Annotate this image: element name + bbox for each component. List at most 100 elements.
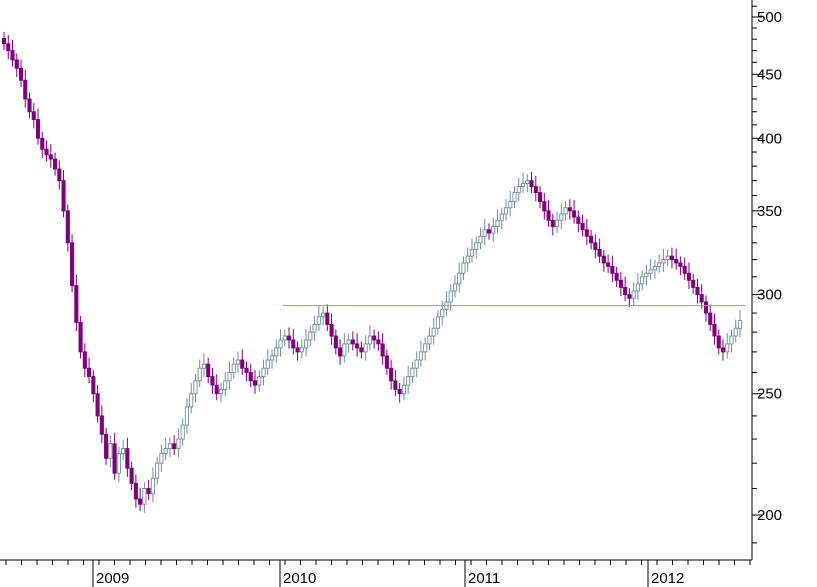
y-tick-label: 500 bbox=[757, 9, 782, 26]
candle-body-down bbox=[695, 286, 700, 296]
candle-body-up bbox=[223, 380, 228, 390]
candle-body-down bbox=[572, 210, 577, 218]
candle-body-down bbox=[146, 488, 151, 495]
candle-body-down bbox=[291, 339, 296, 349]
candle-body-down bbox=[129, 467, 134, 484]
candle-body-up bbox=[555, 219, 560, 228]
candle-body-down bbox=[252, 380, 258, 386]
candle-body-up bbox=[729, 335, 734, 345]
candle-body-down bbox=[325, 312, 330, 325]
candle-body-up bbox=[150, 477, 155, 495]
candle-body-up bbox=[474, 242, 479, 250]
candle-body-up bbox=[423, 343, 428, 353]
candle-body-down bbox=[91, 376, 96, 395]
candle-body-up bbox=[363, 343, 368, 353]
candle-body-up bbox=[304, 339, 309, 349]
candle-body-up bbox=[184, 406, 189, 426]
candle-body-up bbox=[440, 308, 445, 318]
candle-body-up bbox=[737, 320, 743, 329]
candle-body-up bbox=[261, 367, 266, 378]
candle-body-up bbox=[410, 367, 415, 378]
x-year-label: 2012 bbox=[651, 570, 684, 587]
candle-body-down bbox=[601, 255, 606, 264]
candle-body-down bbox=[669, 255, 674, 261]
candle-body-down bbox=[606, 262, 611, 267]
candle-body-down bbox=[350, 339, 355, 345]
candle-body-up bbox=[525, 180, 530, 185]
candle-body-down bbox=[78, 322, 83, 353]
y-tick-label: 350 bbox=[757, 203, 782, 220]
candle-body-up bbox=[725, 343, 730, 353]
candle-body-up bbox=[406, 376, 411, 386]
candle-body-down bbox=[65, 210, 70, 244]
candle-body-down bbox=[295, 347, 300, 353]
candle-body-up bbox=[452, 283, 458, 292]
candle-body-up bbox=[478, 235, 483, 244]
candle-body-down bbox=[286, 335, 292, 341]
candle-body-down bbox=[31, 111, 36, 121]
y-tick-label: 400 bbox=[757, 130, 782, 147]
candle-body-up bbox=[346, 339, 351, 345]
candle-body-up bbox=[661, 259, 666, 264]
candle-body-up bbox=[167, 443, 172, 450]
candle-body-down bbox=[529, 180, 534, 188]
candle-body-down bbox=[691, 279, 696, 288]
candle-body-up bbox=[648, 269, 653, 274]
candle-body-up bbox=[265, 359, 270, 369]
candle-body-up bbox=[495, 219, 500, 228]
candle-body-down bbox=[10, 50, 15, 61]
candle-body-down bbox=[589, 235, 594, 244]
candle-body-down bbox=[95, 393, 100, 417]
candle-body-up bbox=[201, 363, 207, 369]
candle-body-up bbox=[121, 448, 126, 454]
candle-body-down bbox=[614, 272, 619, 281]
candle-body-down bbox=[57, 168, 62, 182]
x-year-label: 2009 bbox=[96, 570, 129, 587]
candle-body-down bbox=[618, 279, 623, 288]
candle-body-down bbox=[567, 207, 572, 212]
candle-body-down bbox=[333, 335, 338, 349]
candles-group bbox=[1, 31, 743, 514]
x-axis: 2009 2010 2011 2012 bbox=[0, 559, 752, 587]
candle-body-down bbox=[27, 98, 32, 113]
candle-body-down bbox=[682, 265, 687, 274]
candle-body-up bbox=[180, 424, 185, 440]
candle-body-down bbox=[542, 201, 547, 212]
candle-body-down bbox=[61, 180, 66, 212]
candle-body-down bbox=[610, 265, 615, 274]
candle-body-down bbox=[240, 359, 245, 369]
candle-body-down bbox=[593, 242, 598, 250]
candle-body-down bbox=[699, 294, 704, 303]
candle-body-down bbox=[397, 388, 402, 395]
candle-body-up bbox=[635, 283, 640, 292]
candle-body-down bbox=[70, 242, 75, 287]
candle-body-down bbox=[537, 192, 543, 203]
candle-body-down bbox=[389, 367, 394, 382]
candle-body-down bbox=[206, 363, 211, 378]
candle-body-down bbox=[372, 335, 377, 341]
candle-body-up bbox=[321, 312, 326, 318]
candle-body-down bbox=[674, 259, 679, 264]
candle-body-down bbox=[210, 376, 215, 386]
candle-body-up bbox=[414, 359, 419, 369]
candle-body-down bbox=[48, 154, 53, 160]
candle-body-up bbox=[342, 343, 347, 357]
candle-body-up bbox=[482, 229, 487, 237]
candle-body-down bbox=[533, 186, 538, 193]
candle-body-down bbox=[550, 219, 555, 228]
candle-body-up bbox=[367, 335, 372, 345]
candle-body-up bbox=[665, 255, 670, 261]
candle-body-up bbox=[461, 262, 466, 274]
candle-body-down bbox=[125, 448, 130, 469]
candle-body-up bbox=[257, 376, 262, 386]
candle-body-down bbox=[40, 137, 45, 150]
candle-body-down bbox=[248, 371, 253, 382]
candle-body-down bbox=[580, 222, 585, 231]
candle-body-up bbox=[269, 355, 275, 361]
candle-body-up bbox=[563, 207, 568, 215]
candle-body-up bbox=[193, 380, 198, 395]
candle-body-up bbox=[189, 393, 194, 408]
candle-body-down bbox=[44, 148, 49, 156]
candle-body-down bbox=[99, 415, 104, 435]
